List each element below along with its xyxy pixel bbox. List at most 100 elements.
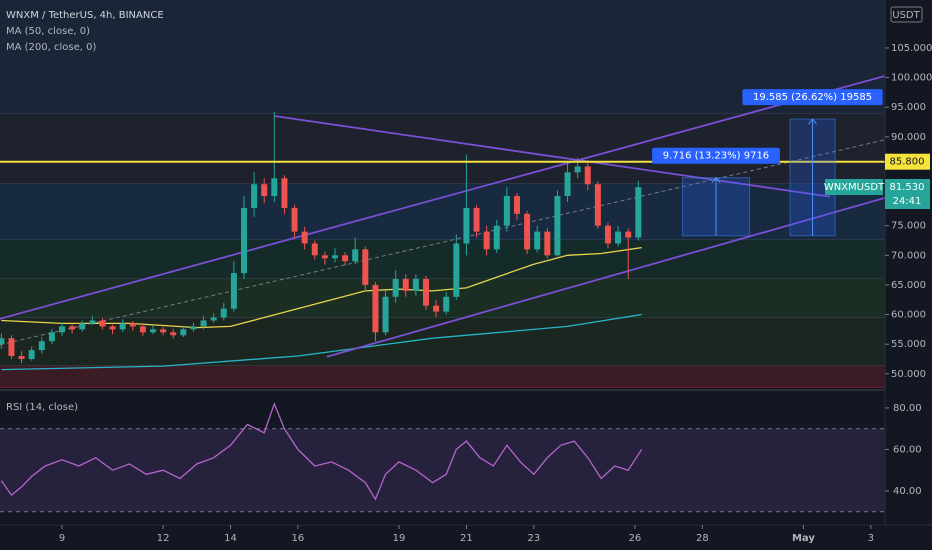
- candle-body: [463, 207, 470, 244]
- y-tick-label: 90.000: [891, 132, 926, 143]
- price-box: [885, 179, 930, 210]
- candle-body: [301, 231, 308, 244]
- level-label: 85.800: [890, 157, 925, 168]
- trendline: [274, 115, 831, 198]
- price-axis: [885, 0, 932, 550]
- candle-body: [625, 231, 632, 238]
- candle-body: [564, 172, 571, 197]
- rsi-line: [0, 401, 643, 501]
- candle-body: [160, 329, 167, 333]
- x-tick-label: 26: [629, 533, 642, 544]
- candle-body: [473, 207, 480, 232]
- legend-text: WNXM / TetherUS, 4h, BINANCE: [6, 10, 164, 21]
- candle-body: [412, 279, 419, 291]
- trendline: [0, 139, 885, 346]
- level-label-box: [885, 153, 930, 170]
- candle-body: [129, 323, 136, 327]
- zone: [0, 279, 885, 318]
- rsi-title: RSI (14, close): [6, 402, 78, 413]
- candle-body: [483, 231, 490, 250]
- measure-label-box: [742, 89, 883, 106]
- legend-text: MA (50, close, 0): [6, 26, 90, 37]
- measure-label: 9.716 (13.23%) 9716: [663, 151, 769, 162]
- candle-body: [59, 326, 66, 333]
- candle-body: [311, 243, 318, 256]
- candle-body: [342, 255, 349, 262]
- candle-body: [544, 231, 551, 256]
- rsi-pane: RSI (14, close): [0, 389, 932, 513]
- candle-body: [291, 207, 298, 232]
- candle-body: [251, 184, 258, 208]
- y-tick-label: 100.000: [891, 73, 932, 84]
- y-tick-label: 40.00: [893, 486, 922, 497]
- candle-body: [99, 320, 106, 327]
- candle-body: [443, 296, 450, 312]
- y-tick-label: 55.000: [891, 339, 926, 350]
- candle-body: [119, 323, 126, 330]
- y-tick-label: 60.00: [893, 444, 922, 455]
- x-tick-label: 23: [527, 533, 540, 544]
- zone: [0, 239, 885, 280]
- symbol-label: WNXMUSDT: [824, 182, 885, 193]
- candle-body: [271, 178, 278, 197]
- candle-body: [615, 231, 622, 244]
- candle-body: [170, 332, 177, 336]
- candle-body: [574, 166, 581, 173]
- candle-body: [48, 332, 55, 342]
- candle-body: [69, 326, 76, 330]
- x-tick-label: 3: [868, 533, 874, 544]
- candle-body: [321, 255, 328, 259]
- candle-body: [594, 184, 601, 226]
- candle-body: [281, 178, 288, 208]
- candle-body: [8, 338, 15, 357]
- candle-body: [422, 279, 429, 306]
- candle-body: [200, 320, 207, 327]
- candle-body: [604, 225, 611, 244]
- candle-body: [503, 196, 510, 226]
- candle-body: [240, 207, 247, 274]
- y-tick-label: 60.000: [891, 310, 926, 321]
- candle-body: [534, 231, 541, 250]
- measure-label: 19.585 (26.62%) 19585: [753, 92, 872, 103]
- candle-body: [635, 187, 642, 238]
- x-tick-label: 28: [696, 533, 709, 544]
- candle-body: [261, 184, 268, 197]
- candle-body: [372, 284, 379, 333]
- candle-body: [362, 249, 369, 285]
- candle-body: [493, 225, 500, 250]
- candle-body: [190, 326, 197, 330]
- moving-average: [1, 246, 642, 329]
- x-tick-label: 9: [59, 533, 65, 544]
- y-tick-label: 50.000: [891, 369, 926, 380]
- x-tick-label: 21: [460, 533, 473, 544]
- candle-body: [392, 279, 399, 297]
- candle-body: [79, 323, 86, 330]
- price-timer: 24:41: [893, 196, 922, 207]
- x-tick-label: May: [792, 533, 815, 544]
- candle-body: [150, 329, 157, 333]
- candle-body: [180, 329, 187, 336]
- candle-body: [554, 196, 561, 256]
- candle-body: [220, 308, 227, 318]
- candle-body: [331, 255, 338, 259]
- y-tick-label: 70.000: [891, 250, 926, 261]
- y-tick-label: 65.000: [891, 280, 926, 291]
- y-tick-label: 95.000: [891, 102, 926, 113]
- candle-body: [230, 273, 237, 309]
- candle-body: [524, 213, 531, 250]
- price-value: 81.530: [890, 182, 925, 193]
- zone: [0, 317, 885, 366]
- trendline: [0, 75, 885, 320]
- y-tick-label: 80.00: [893, 403, 922, 414]
- candle-body: [139, 326, 146, 333]
- candle-body: [352, 249, 359, 262]
- x-tick-label: 14: [224, 533, 237, 544]
- symbol-box: [825, 179, 883, 196]
- measure-arrow: [711, 176, 721, 236]
- y-tick-label: 105.000: [891, 43, 932, 54]
- candle-body: [38, 341, 45, 351]
- rsi-band: [0, 428, 885, 512]
- candle-body: [402, 279, 409, 291]
